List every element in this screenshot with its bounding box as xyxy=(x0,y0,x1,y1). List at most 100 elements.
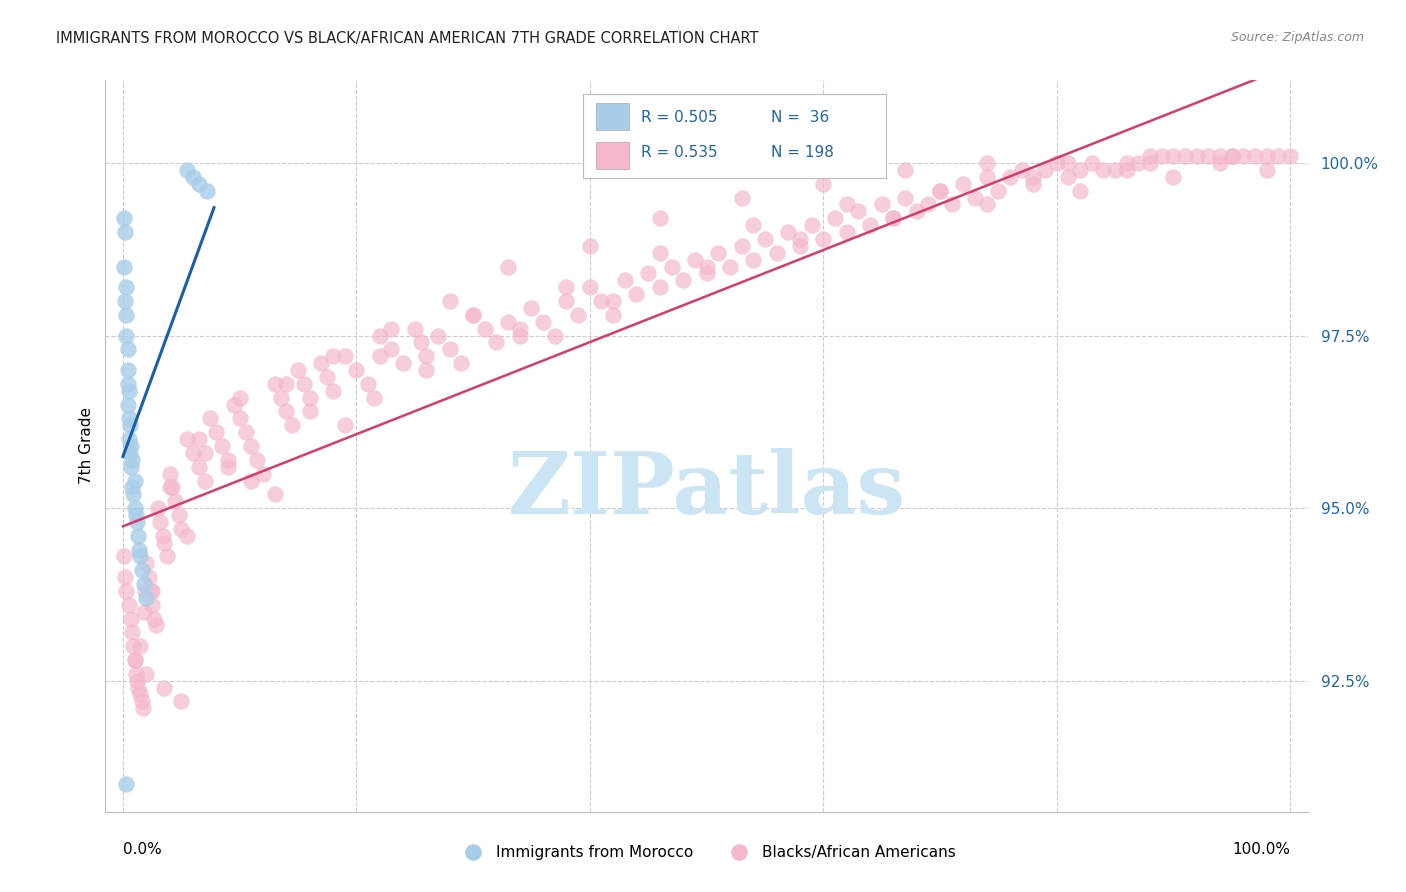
Point xyxy=(132,577,155,591)
Bar xyxy=(596,103,628,130)
Point xyxy=(124,501,146,516)
Point xyxy=(626,287,648,301)
Point xyxy=(718,260,741,274)
Point xyxy=(146,501,169,516)
Point xyxy=(882,211,904,226)
Point xyxy=(125,673,148,688)
Point xyxy=(194,474,217,488)
Point xyxy=(132,605,155,619)
Point xyxy=(194,446,217,460)
Point xyxy=(363,391,385,405)
Point xyxy=(217,452,239,467)
Point xyxy=(131,694,153,708)
Point xyxy=(1115,163,1137,178)
Point xyxy=(1069,163,1091,178)
Point xyxy=(882,211,904,226)
Point xyxy=(118,446,141,460)
Text: R = 0.535: R = 0.535 xyxy=(641,145,717,161)
Point xyxy=(368,349,391,363)
Point xyxy=(156,549,179,564)
Point xyxy=(520,301,543,315)
Point xyxy=(211,439,233,453)
Point xyxy=(450,356,472,370)
Point xyxy=(153,535,176,549)
Point xyxy=(1011,163,1033,178)
Point xyxy=(672,273,695,287)
Point xyxy=(1128,156,1150,170)
Point xyxy=(181,169,204,184)
Point xyxy=(240,439,263,453)
Point xyxy=(127,529,149,543)
Point xyxy=(167,508,190,522)
Point xyxy=(1057,169,1080,184)
Point xyxy=(118,598,141,612)
Point xyxy=(235,425,257,440)
Point xyxy=(114,294,136,309)
Point xyxy=(115,280,138,294)
Point xyxy=(125,508,148,522)
Y-axis label: 7th Grade: 7th Grade xyxy=(79,408,94,484)
Point xyxy=(859,218,882,232)
Point xyxy=(905,204,928,219)
Point xyxy=(357,376,380,391)
Point xyxy=(114,225,136,239)
Point xyxy=(1163,169,1185,184)
Point xyxy=(160,480,183,494)
Point xyxy=(1256,149,1278,163)
Point xyxy=(181,446,204,460)
Text: 100.0%: 100.0% xyxy=(1232,842,1291,857)
Point xyxy=(800,218,823,232)
Point xyxy=(112,211,135,226)
Point xyxy=(1022,177,1045,191)
Point xyxy=(648,211,671,226)
Point xyxy=(1080,156,1102,170)
Point xyxy=(415,349,437,363)
Point xyxy=(118,411,141,425)
Point xyxy=(129,687,152,701)
Point xyxy=(846,204,869,219)
Point xyxy=(170,694,193,708)
Point xyxy=(683,252,706,267)
Point xyxy=(427,328,450,343)
Point xyxy=(121,452,143,467)
Point xyxy=(1057,156,1080,170)
Point xyxy=(1267,149,1289,163)
Point xyxy=(228,411,250,425)
Point xyxy=(217,459,239,474)
Point xyxy=(292,376,315,391)
Point xyxy=(129,639,152,653)
Point xyxy=(170,522,193,536)
Point xyxy=(228,391,250,405)
Point xyxy=(112,260,135,274)
Point xyxy=(380,321,402,335)
Point xyxy=(531,315,554,329)
Point xyxy=(121,480,143,494)
Point xyxy=(122,639,145,653)
Point xyxy=(555,294,578,309)
Point xyxy=(153,681,176,695)
Point xyxy=(246,452,269,467)
Point xyxy=(439,294,461,309)
Point xyxy=(509,328,531,343)
Point xyxy=(1069,184,1091,198)
Point xyxy=(976,169,998,184)
Point xyxy=(240,474,263,488)
Point xyxy=(124,474,146,488)
Point xyxy=(205,425,228,440)
Point xyxy=(602,308,624,322)
Point xyxy=(112,549,135,564)
Point xyxy=(591,294,613,309)
Point xyxy=(129,549,152,564)
Point xyxy=(176,432,198,446)
Point xyxy=(952,177,974,191)
Point xyxy=(813,177,835,191)
Point xyxy=(117,376,139,391)
Point xyxy=(894,191,917,205)
Point xyxy=(963,191,986,205)
Point xyxy=(602,294,624,309)
Point xyxy=(118,432,141,446)
Point xyxy=(117,363,139,377)
Point xyxy=(368,328,391,343)
Point xyxy=(187,432,209,446)
Point xyxy=(648,245,671,260)
